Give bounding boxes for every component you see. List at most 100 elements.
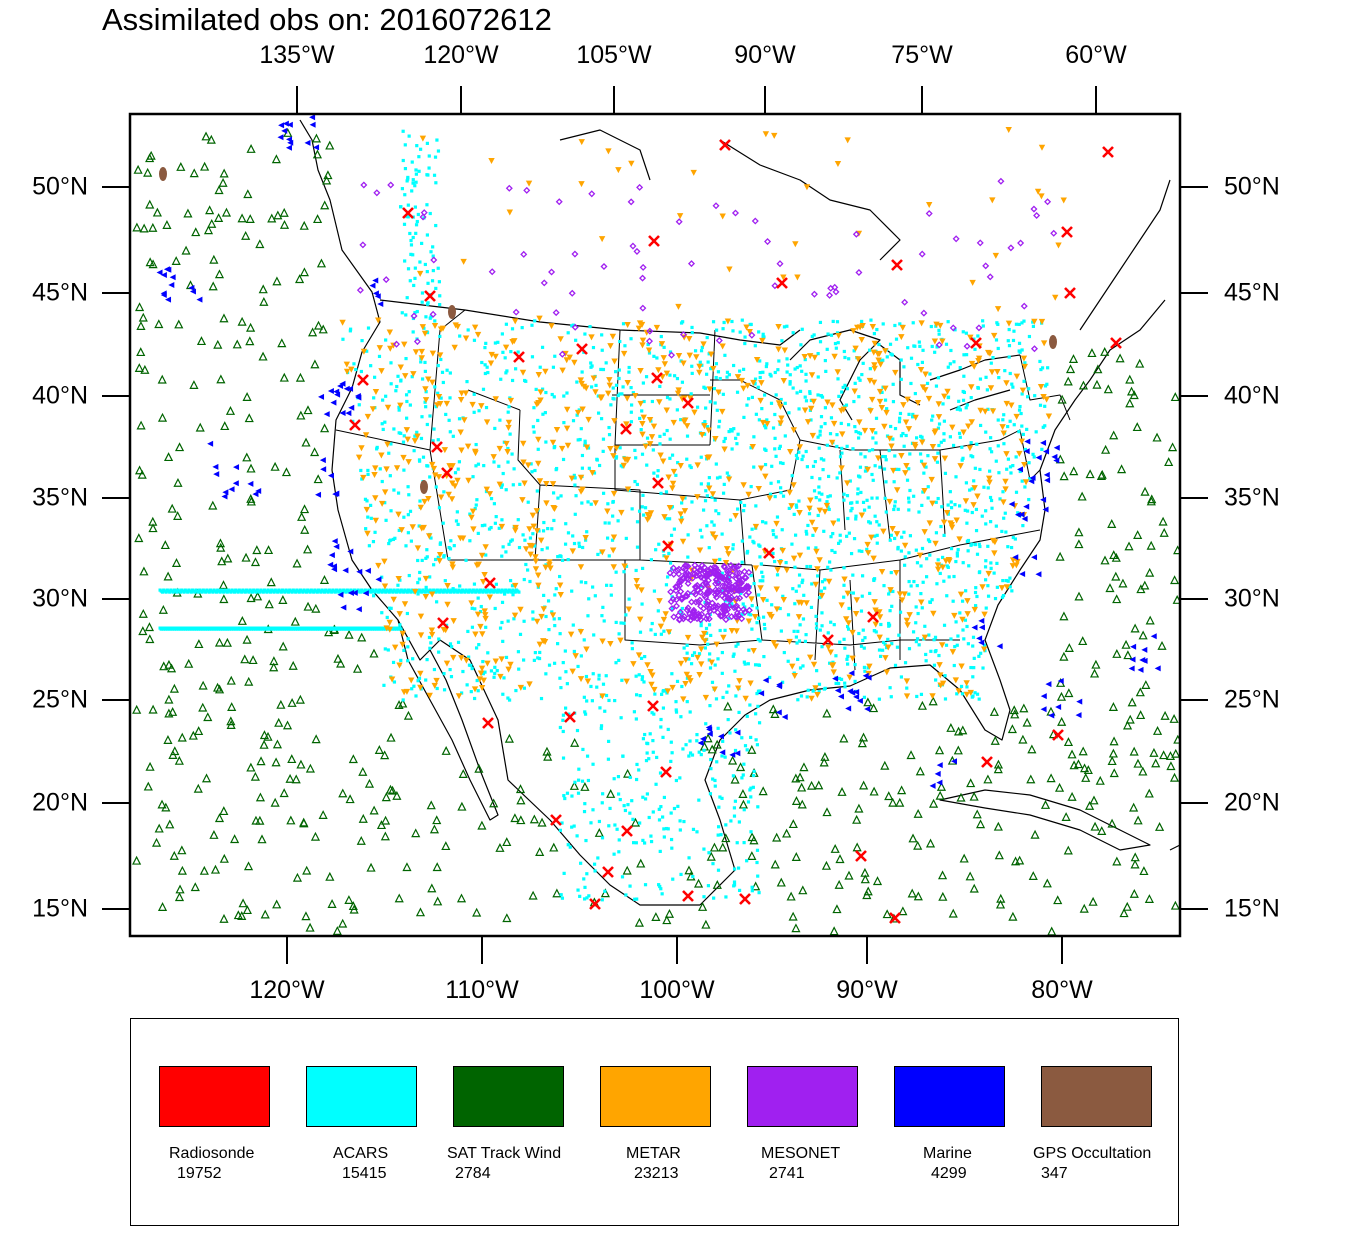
tri-up-marker [549,842,559,852]
tri-up-marker [364,778,375,788]
dot-marker [837,394,841,398]
dot-marker [801,664,805,668]
dot-marker [930,418,934,422]
dot-marker [919,692,924,696]
dot-marker [961,389,965,394]
radiosonde-marker [867,611,879,623]
tri-up-marker [1056,691,1067,701]
dot-marker [901,431,905,436]
tri-down-marker [916,552,924,559]
dot-marker [669,811,673,815]
dot-marker [997,471,1001,475]
dot-marker [874,416,879,420]
dot-marker [489,497,494,501]
dot-marker [725,690,729,694]
tri-down-marker [537,537,545,544]
dot-marker [396,583,400,587]
dot-marker [816,435,820,439]
tri-up-marker [263,731,273,741]
dot-marker [661,815,665,819]
dot-marker [661,735,665,739]
dot-marker [754,712,758,716]
dot-marker [559,893,563,897]
dot-marker [786,363,790,367]
dot-marker [649,834,653,838]
top-lon-label: 75°W [891,41,953,69]
tri-up-marker [1129,888,1139,898]
dot-marker [749,735,753,740]
dot-marker [348,590,352,594]
diamond-marker [540,279,548,287]
dot-marker [506,410,510,414]
tri-down-marker [994,306,1002,313]
dot-marker [921,580,925,584]
dot-marker [794,503,798,507]
tri-down-marker [680,418,688,425]
dot-marker [619,621,623,625]
tri-down-marker [700,341,707,348]
dot-marker [735,390,740,394]
tri-down-marker [904,396,911,403]
tri-up-marker [472,907,482,917]
dot-marker [380,479,384,484]
dot-marker [919,459,924,463]
tri-left-marker [320,466,327,473]
dot-marker [680,501,684,505]
diamond-marker [976,239,984,247]
tri-down-marker [776,560,784,567]
dot-marker [378,467,382,471]
dot-marker [801,578,805,582]
dot-marker [961,561,965,565]
tri-up-marker [302,865,312,875]
legend-count: 2741 [769,1165,805,1182]
tri-up-marker [622,865,632,875]
dot-marker [373,530,377,534]
dot-marker [432,173,437,177]
dot-marker [837,676,842,681]
tri-down-marker [903,693,911,700]
dot-marker [758,639,762,643]
diamond-marker [704,612,712,620]
tri-down-marker [372,495,379,502]
dot-marker [426,301,430,305]
dot-marker [958,435,962,439]
dot-marker [807,512,812,516]
dot-marker [369,364,373,368]
dot-marker [890,642,894,646]
dot-marker [441,590,445,594]
diamond-marker [1044,198,1052,206]
tri-down-marker [521,480,528,487]
tri-down-marker [839,431,846,438]
dot-marker [418,260,422,264]
tri-up-marker [908,833,918,843]
dot-marker [665,428,669,433]
dot-marker [640,675,645,679]
dot-marker [885,355,889,359]
dot-marker [366,326,371,330]
tri-up-marker [138,608,148,618]
blob-marker [1049,335,1057,349]
tri-down-marker [696,547,704,554]
dot-marker [480,523,485,528]
dot-marker [776,480,781,484]
tri-down-marker [505,419,513,426]
diamond-marker [764,238,772,246]
dot-marker [780,339,784,343]
dot-marker [665,395,670,400]
dot-marker [474,646,479,650]
dot-marker [863,469,868,473]
dot-marker [659,632,663,636]
dot-marker [903,563,907,567]
dot-marker [860,594,864,598]
tri-up-marker [319,575,330,584]
dot-marker [207,590,211,594]
dot-marker [750,889,754,893]
dot-marker [800,457,804,462]
tri-down-marker [454,477,461,484]
tri-down-marker [604,390,612,397]
tri-left-marker [950,758,957,765]
dot-marker [319,590,323,594]
tri-down-marker [675,353,683,360]
dot-marker [439,396,443,400]
dot-marker [570,589,574,593]
